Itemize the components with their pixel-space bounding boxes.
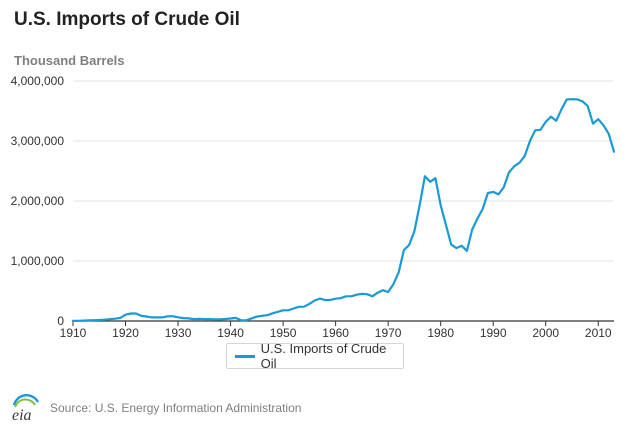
x-tick-label: 2010 — [585, 326, 612, 340]
legend-label: U.S. Imports of Crude Oil — [260, 341, 387, 371]
y-tick-label: 2,000,000 — [11, 194, 65, 208]
x-tick-label: 2000 — [532, 326, 559, 340]
x-tick-label: 1920 — [112, 326, 139, 340]
chart-legend[interactable]: U.S. Imports of Crude Oil — [226, 341, 404, 371]
chart-plot: 0 1,000,000 2,000,000 3,000,000 4,000,000 191… — [11, 74, 616, 340]
y-tick-label: 3,000,000 — [11, 134, 65, 148]
logo-text: eia — [12, 407, 32, 423]
x-tick-label: 1970 — [375, 326, 402, 340]
source-note: Source: U.S. Energy Information Administ… — [50, 401, 302, 415]
y-tick-label: 4,000,000 — [11, 74, 65, 88]
x-tick-label: 1950 — [270, 326, 297, 340]
x-tick-label: 1960 — [322, 326, 349, 340]
chart-title: U.S. Imports of Crude Oil — [14, 9, 240, 30]
y-tick-label: 0 — [57, 314, 64, 328]
y-axis-unit-label: Thousand Barrels — [14, 53, 125, 68]
series-line-crude-oil-imports — [71, 98, 616, 322]
eia-logo: eia — [12, 394, 40, 423]
x-tick-label: 1980 — [427, 326, 454, 340]
footer: eia Source: U.S. Energy Information Admi… — [8, 393, 301, 423]
x-tick-label: 1940 — [217, 326, 244, 340]
legend-swatch — [235, 354, 255, 358]
x-tick-label: 1990 — [480, 326, 507, 340]
x-tick-label: 1930 — [165, 326, 192, 340]
y-tick-label: 1,000,000 — [11, 254, 65, 268]
x-tick-label: 1910 — [60, 326, 87, 340]
